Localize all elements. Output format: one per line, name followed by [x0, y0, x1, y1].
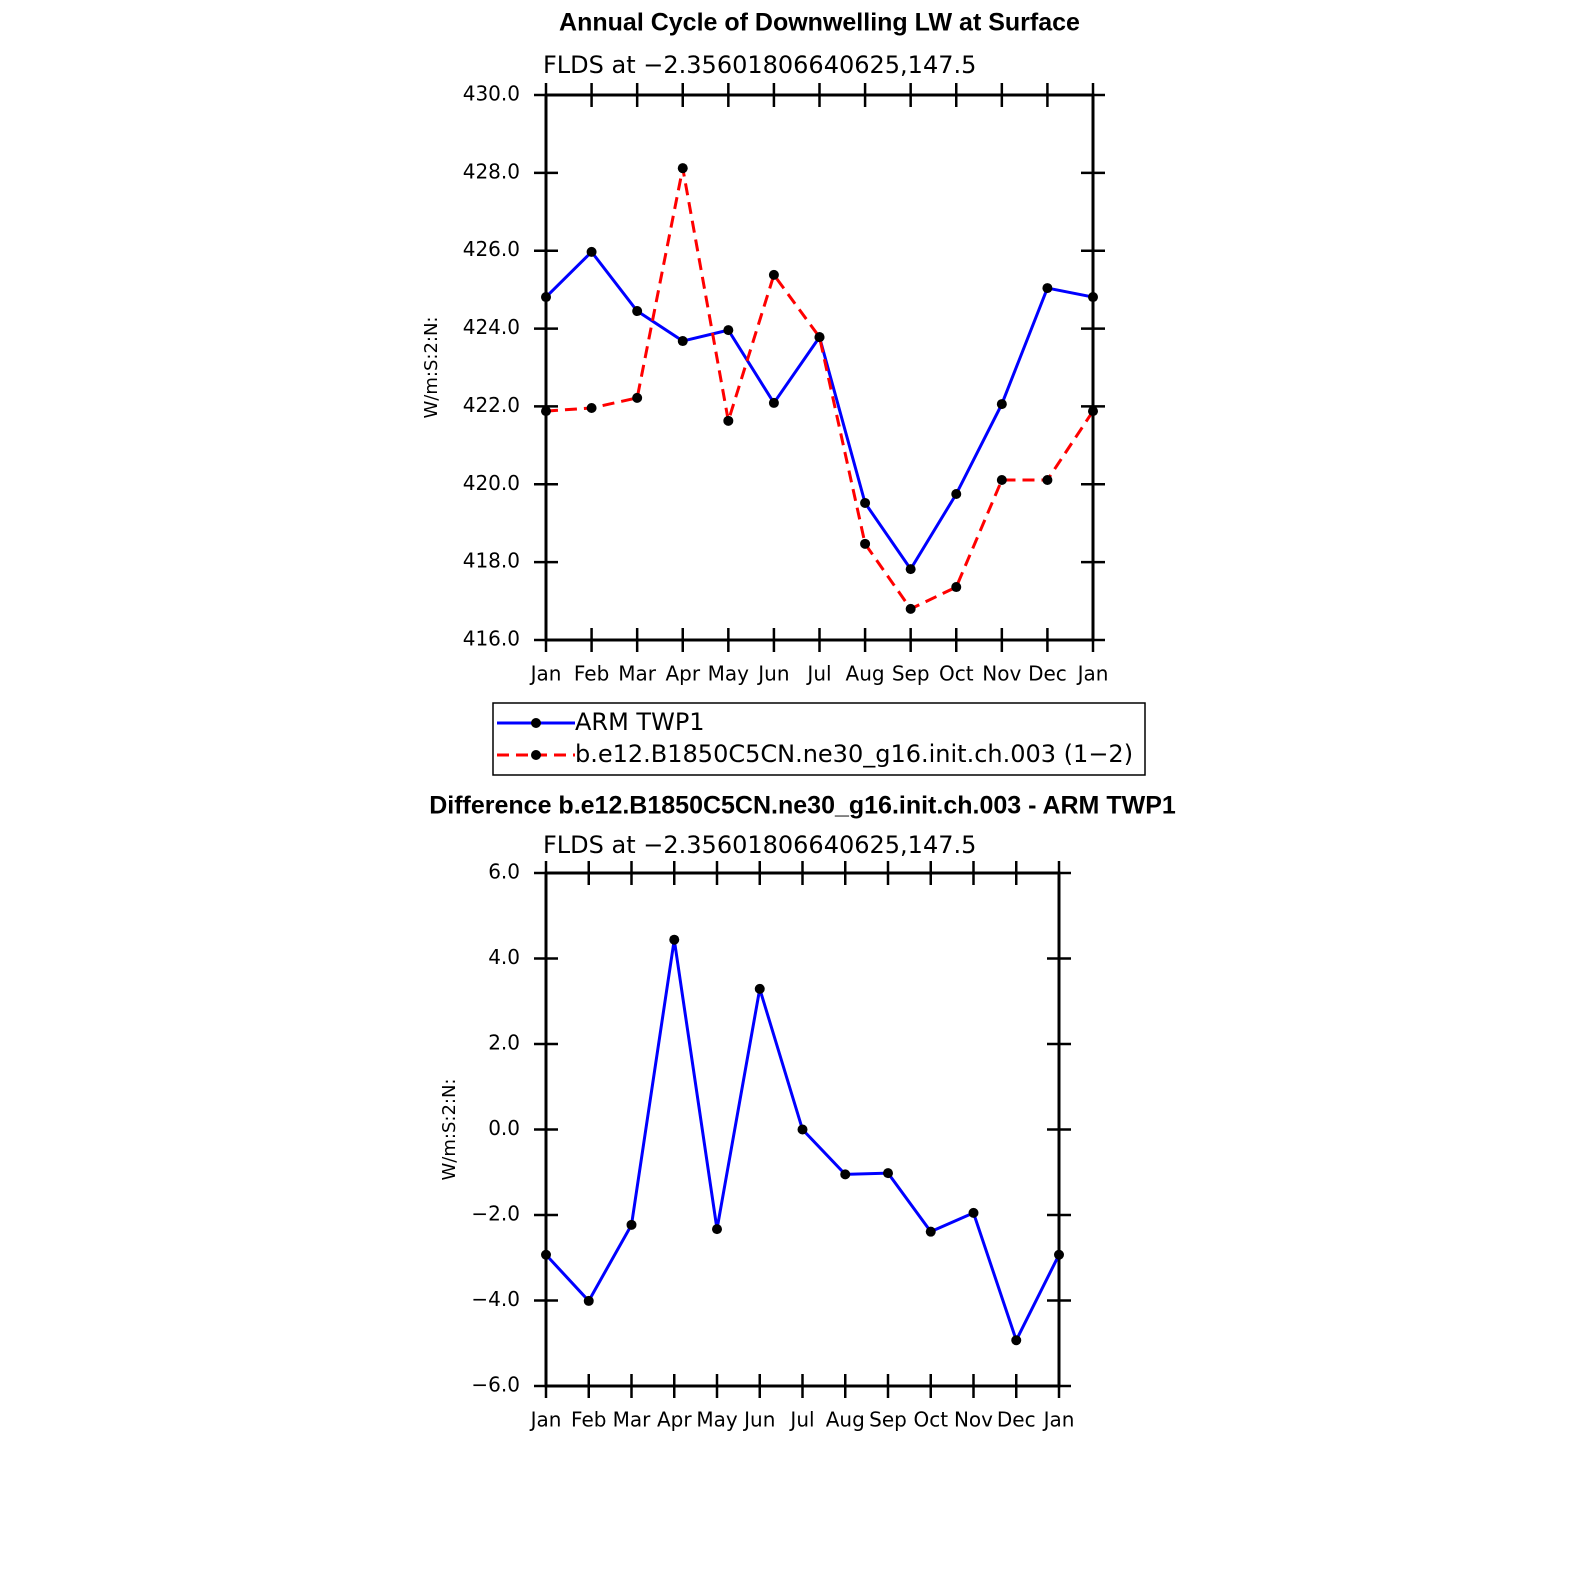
- x-tick-label: Mar: [618, 662, 657, 686]
- x-tick-label: Oct: [913, 1408, 948, 1432]
- y-tick-label: 426.0: [463, 237, 520, 261]
- data-point: [677, 163, 688, 174]
- data-point: [669, 934, 680, 945]
- x-tick-label: Apr: [657, 1408, 692, 1432]
- data-point: [1042, 475, 1053, 486]
- data-point: [541, 292, 551, 303]
- series-line: [544, 939, 1061, 1345]
- data-point: [586, 246, 597, 257]
- y-axis-label: W/m:S:2:N:: [421, 317, 442, 419]
- y-tick-label: 422.0: [463, 393, 520, 417]
- legend-label: ARM TWP1: [575, 708, 705, 736]
- data-point: [951, 582, 962, 593]
- chart-title: Difference b.e12.B1850C5CN.ne30_g16.init…: [429, 792, 1176, 820]
- data-point: [1088, 406, 1098, 417]
- y-tick-label: 6.0: [488, 860, 520, 884]
- x-tick-label: Feb: [571, 1408, 606, 1432]
- series-line: [545, 167, 1095, 611]
- y-tick-label: 424.0: [463, 315, 520, 339]
- data-point: [1088, 292, 1098, 303]
- data-point: [632, 392, 643, 403]
- plot-frame: [544, 871, 1061, 1388]
- data-point: [632, 306, 643, 317]
- legend-marker: [531, 750, 541, 760]
- x-tick-label: Dec: [997, 1408, 1036, 1432]
- data-point: [723, 415, 734, 426]
- y-tick-label: 430.0: [463, 82, 520, 106]
- y-tick-label: 4.0: [488, 945, 520, 969]
- data-point: [677, 336, 688, 347]
- data-point: [723, 325, 734, 336]
- x-tick-label: Feb: [574, 662, 609, 686]
- data-point: [712, 1224, 722, 1235]
- data-point: [1042, 283, 1053, 294]
- x-tick-label: Jan: [529, 1408, 562, 1432]
- data-point: [996, 475, 1007, 486]
- y-tick-label: 416.0: [463, 627, 520, 651]
- legend-box: [492, 702, 1146, 776]
- x-tick-label: Dec: [1028, 662, 1067, 686]
- x-tick-label: Jan: [1042, 1408, 1075, 1432]
- y-tick-label: −2.0: [471, 1202, 520, 1226]
- data-point: [797, 1124, 808, 1135]
- x-tick-label: May: [696, 1408, 738, 1432]
- data-point: [905, 564, 916, 575]
- x-tick-label: Nov: [982, 662, 1021, 686]
- series-line: [544, 249, 1094, 572]
- data-point: [860, 497, 871, 508]
- data-point: [768, 269, 779, 280]
- chart-title: Annual Cycle of Downwelling LW at Surfac…: [559, 9, 1080, 37]
- y-axis-label: W/m:S:2:N:: [439, 1079, 460, 1181]
- data-point: [951, 489, 962, 500]
- x-tick-label: Sep: [869, 1408, 907, 1432]
- data-point: [1011, 1335, 1022, 1346]
- x-tick-label: Aug: [826, 1408, 865, 1432]
- data-point: [541, 406, 551, 417]
- x-tick-label: Jan: [529, 662, 562, 686]
- data-point: [905, 603, 916, 614]
- x-tick-label: Apr: [665, 662, 700, 686]
- chart-subtitle: FLDS at −2.35601806640625,147.5: [543, 831, 976, 859]
- x-tick-label: Aug: [846, 662, 885, 686]
- x-tick-label: Jul: [805, 662, 831, 686]
- data-point: [996, 399, 1007, 410]
- y-tick-label: 0.0: [488, 1116, 520, 1140]
- x-tick-label: Mar: [613, 1408, 652, 1432]
- data-point: [860, 538, 871, 549]
- x-tick-label: Jan: [1076, 662, 1109, 686]
- data-point: [583, 1295, 594, 1306]
- y-tick-label: −4.0: [471, 1287, 520, 1311]
- data-point: [541, 1249, 551, 1260]
- x-tick-label: Sep: [892, 662, 930, 686]
- y-tick-label: 428.0: [463, 159, 520, 183]
- data-point: [754, 983, 765, 994]
- data-point: [586, 402, 597, 413]
- x-tick-label: Oct: [939, 662, 974, 686]
- data-point: [840, 1169, 851, 1180]
- chart-subtitle: FLDS at −2.35601806640625,147.5: [543, 51, 976, 79]
- data-point: [925, 1226, 936, 1237]
- data-point: [883, 1168, 893, 1179]
- y-tick-label: 2.0: [488, 1031, 520, 1055]
- data-point: [768, 397, 779, 408]
- x-tick-label: May: [708, 662, 750, 686]
- x-tick-label: Nov: [954, 1408, 993, 1432]
- x-tick-label: Jun: [756, 662, 789, 686]
- legend-marker: [531, 718, 541, 728]
- data-point: [1054, 1249, 1064, 1260]
- data-point: [814, 332, 825, 343]
- y-tick-label: −6.0: [471, 1373, 520, 1397]
- data-point: [968, 1207, 979, 1218]
- legend-label: b.e12.B1850C5CN.ne30_g16.init.ch.003 (1−…: [575, 740, 1133, 768]
- x-tick-label: Jul: [788, 1408, 814, 1432]
- data-point: [626, 1219, 637, 1230]
- y-tick-label: 418.0: [463, 549, 520, 573]
- x-tick-label: Jun: [742, 1408, 775, 1432]
- plot-frame: [544, 93, 1095, 642]
- y-tick-label: 420.0: [463, 471, 520, 495]
